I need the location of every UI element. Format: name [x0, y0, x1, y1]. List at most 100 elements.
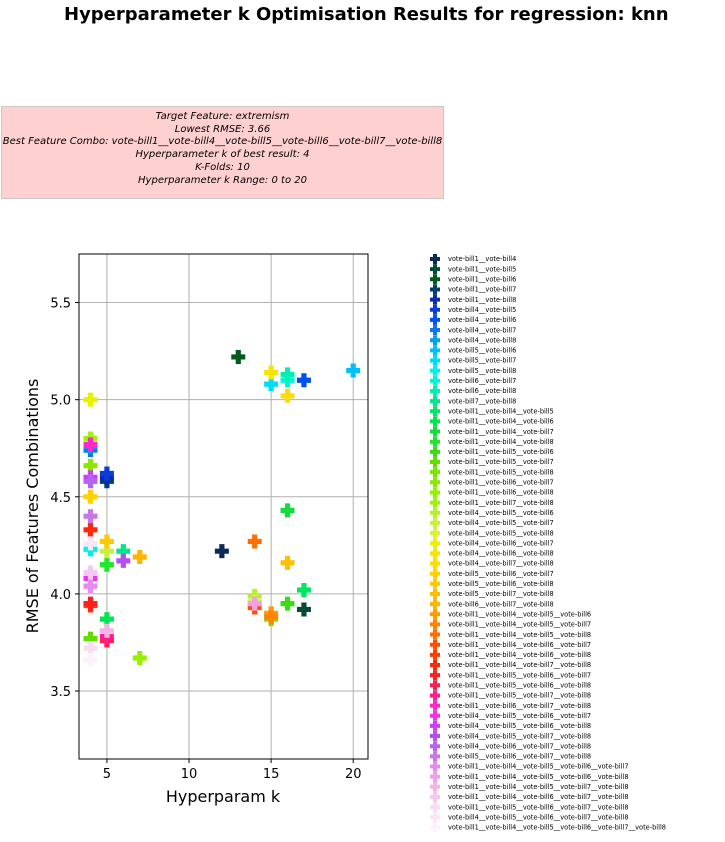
- legend-marker: [430, 345, 440, 356]
- legend-marker: [430, 720, 440, 731]
- legend-marker: [430, 325, 440, 336]
- legend-label: vote-bill1__vote-bill5: [448, 265, 516, 273]
- data-point: [83, 509, 98, 524]
- data-point: [296, 373, 311, 388]
- legend-marker: [430, 670, 440, 681]
- data-point: [99, 623, 114, 638]
- legend-label: vote-bill1__vote-bill5__vote-bill7__vote…: [448, 692, 591, 700]
- legend-marker: [430, 791, 440, 802]
- legend-marker: [430, 304, 440, 315]
- legend-label: vote-bill5__vote-bill6__vote-bill7__vote…: [448, 753, 591, 761]
- legend-label: vote-bill1__vote-bill4__vote-bill8: [448, 438, 554, 446]
- data-point: [264, 610, 279, 625]
- legend-marker: [430, 629, 440, 640]
- legend-marker: [430, 649, 440, 660]
- data-point: [280, 388, 295, 403]
- data-point: [132, 651, 147, 665]
- chart-title: Hyperparameter k Optimisation Results fo…: [64, 4, 669, 25]
- data-points: [83, 349, 361, 667]
- data-point: [99, 612, 114, 627]
- legend-marker: [430, 710, 440, 721]
- legend-label: vote-bill1__vote-bill4__vote-bill5__vote…: [448, 621, 591, 629]
- y-tick-label: 5.5: [50, 297, 71, 312]
- legend-marker: [430, 294, 440, 305]
- data-point: [280, 596, 295, 611]
- legend-marker: [430, 538, 440, 549]
- legend-marker: [430, 751, 440, 762]
- legend-marker: [430, 457, 440, 467]
- data-point: [83, 652, 98, 667]
- legend-label: vote-bill1__vote-bill6: [448, 276, 516, 284]
- info-target: Target Feature: extremism: [155, 111, 290, 122]
- axis-ticks: 5 10 15 20 3.5 4.0 4.5 5.0 5.5: [50, 297, 361, 782]
- legend-marker: [430, 436, 440, 447]
- legend-marker: [430, 274, 440, 285]
- legend-label: vote-bill1__vote-bill5__vote-bill6__vote…: [448, 682, 591, 690]
- legend-label: vote-bill4__vote-bill5__vote-bill7: [448, 519, 554, 527]
- legend-label: vote-bill6__vote-bill7__vote-bill8: [448, 600, 554, 608]
- legend-label: vote-bill1__vote-bill4__vote-bill5__vote…: [448, 773, 629, 781]
- info-range: Hyperparameter k Range: 0 to 20: [138, 174, 307, 186]
- legend-marker: [430, 609, 440, 620]
- y-tick-label: 4.0: [50, 588, 71, 603]
- grid-lines: [79, 254, 368, 759]
- info-kfolds: K-Folds: 10: [195, 161, 250, 173]
- legend-label: vote-bill1__vote-bill5__vote-bill6__vote…: [448, 803, 629, 811]
- data-point: [83, 489, 98, 504]
- x-axis-label: Hyperparam k: [166, 787, 281, 806]
- data-point: [99, 557, 114, 572]
- legend-label: vote-bill5__vote-bill7__vote-bill8: [448, 590, 554, 598]
- legend-marker: [430, 812, 440, 823]
- data-point: [296, 602, 311, 617]
- legend-label: vote-bill1__vote-bill4__vote-bill5: [448, 407, 554, 415]
- data-point: [83, 596, 98, 611]
- data-point: [231, 349, 246, 364]
- legend-label: vote-bill1__vote-bill4__vote-bill5__vote…: [448, 631, 591, 639]
- data-point: [83, 522, 98, 537]
- legend-label: vote-bill1__vote-bill4__vote-bill6: [448, 418, 554, 426]
- legend-label: vote-bill1__vote-bill7: [448, 286, 516, 294]
- legend-marker: [430, 355, 440, 366]
- data-point: [132, 550, 147, 564]
- legend-label: vote-bill1__vote-bill5__vote-bill8: [448, 468, 554, 476]
- y-tick-label: 3.5: [50, 685, 71, 700]
- data-point: [264, 365, 279, 380]
- data-point: [99, 534, 114, 549]
- info-box: Target Feature: extremism Lowest RMSE: 3…: [1, 106, 444, 199]
- info-combo: Best Feature Combo: vote-bill1__vote-bil…: [2, 136, 443, 148]
- legend-marker: [430, 314, 440, 325]
- legend-marker: [430, 497, 440, 508]
- legend-marker: [430, 467, 440, 478]
- x-tick-label: 10: [181, 767, 198, 782]
- legend-label: vote-bill1__vote-bill6__vote-bill7: [448, 479, 554, 487]
- legend-marker: [430, 507, 440, 518]
- legend-marker: [430, 781, 440, 792]
- legend-label: vote-bill7__vote-bill8: [448, 397, 516, 405]
- data-point: [280, 555, 295, 570]
- legend-marker: [430, 639, 440, 650]
- legend-label: vote-bill4__vote-bill5: [448, 306, 516, 314]
- data-point: [264, 377, 279, 392]
- legend-marker: [430, 700, 440, 711]
- legend-marker: [430, 771, 440, 782]
- legend-label: vote-bill1__vote-bill8: [448, 296, 516, 304]
- x-tick-label: 15: [263, 767, 280, 782]
- legend-label: vote-bill4__vote-bill5__vote-bill8: [448, 529, 554, 537]
- legend-label: vote-bill4__vote-bill6__vote-bill7__vote…: [448, 742, 591, 750]
- legend-marker: [430, 487, 440, 498]
- legend-marker: [430, 375, 440, 386]
- legend-label: vote-bill5__vote-bill6__vote-bill7: [448, 570, 554, 578]
- legend-label: vote-bill4__vote-bill7__vote-bill8: [448, 560, 554, 568]
- data-point: [83, 565, 98, 580]
- y-tick-label: 4.5: [50, 491, 71, 506]
- legend-label: vote-bill1__vote-bill4__vote-bill7__vote…: [448, 661, 591, 669]
- legend-marker: [430, 578, 440, 589]
- data-point: [83, 641, 98, 656]
- data-point: [99, 466, 114, 481]
- legend-label: vote-bill1__vote-bill5__vote-bill6: [448, 448, 554, 456]
- legend-label: vote-bill4__vote-bill6: [448, 316, 516, 324]
- legend-marker: [430, 254, 440, 264]
- plot-frame: [78, 253, 369, 760]
- data-point: [99, 544, 114, 559]
